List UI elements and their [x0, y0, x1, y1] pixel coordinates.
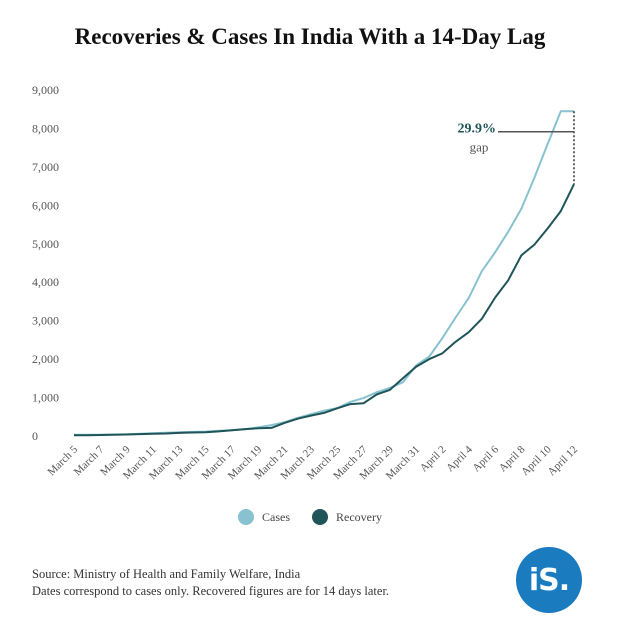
series-lines	[74, 110, 575, 437]
chart-title: Recoveries & Cases In India With a 14-Da…	[74, 24, 546, 49]
y-tick-label: 7,000	[32, 160, 59, 174]
y-tick-label: 4,000	[32, 275, 59, 289]
gap-annotation: 29.9% gap	[458, 111, 575, 185]
y-tick-label: 1,000	[32, 391, 59, 405]
legend-item-recovery[interactable]: Recovery	[312, 509, 382, 525]
y-tick-label: 3,000	[32, 314, 59, 328]
legend: Cases Recovery	[0, 509, 620, 525]
gap-value: 29.9%	[458, 122, 497, 137]
legend-label-cases: Cases	[262, 509, 290, 524]
y-axis: 0 1,000 2,000 3,000 4,000 5,000 6,000 7,000 8,00…	[32, 83, 59, 443]
cases-swatch	[238, 509, 254, 525]
x-tick-label: April 12	[545, 444, 580, 479]
x-tick-label: April 6	[470, 443, 501, 474]
source-note: Source: Ministry of Health and Family We…	[32, 566, 389, 600]
source-footnote: Dates correspond to cases only. Recovere…	[32, 584, 390, 598]
series-line-recovery	[74, 183, 575, 437]
y-tick-label: 2,000	[32, 352, 59, 366]
y-tick-label: 5,000	[32, 237, 59, 251]
y-tick-label: 0	[32, 429, 38, 443]
y-tick-label: 9,000	[32, 83, 59, 97]
x-tick-label: April 4	[444, 443, 475, 474]
series-line-cases	[74, 110, 574, 436]
legend-label-recovery: Recovery	[336, 509, 382, 524]
recovery-swatch	[312, 509, 328, 525]
x-tick-label: April 2	[418, 444, 449, 475]
y-tick-label: 6,000	[32, 198, 59, 212]
source-line: Source: Ministry of Health and Family We…	[32, 567, 301, 581]
brand-logo[interactable]: iS.	[516, 547, 582, 613]
legend-item-cases[interactable]: Cases	[238, 509, 290, 525]
gap-label: gap	[470, 140, 489, 155]
y-tick-label: 8,000	[32, 121, 59, 135]
